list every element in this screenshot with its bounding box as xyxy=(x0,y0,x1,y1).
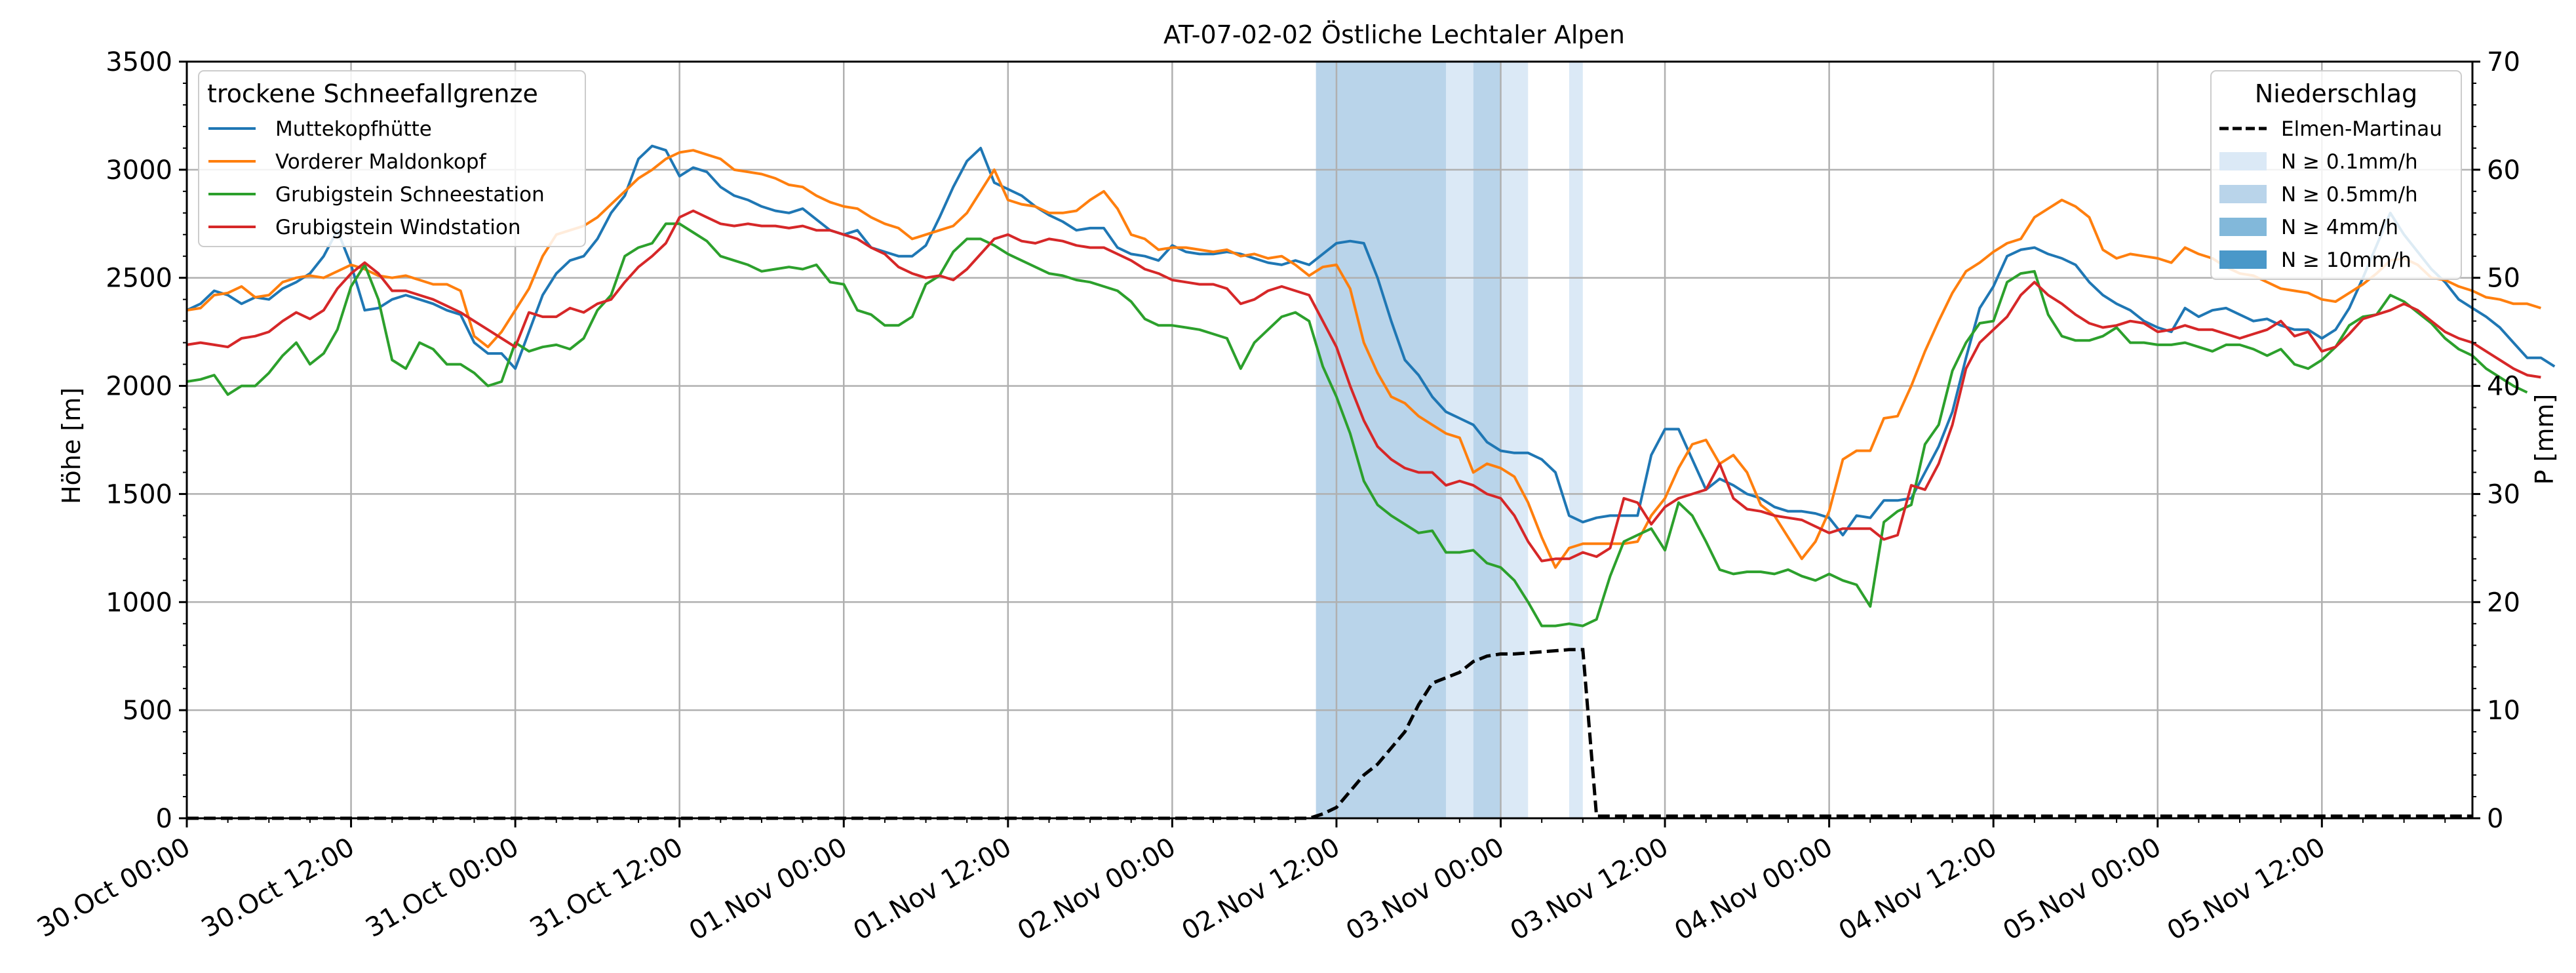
precipitation-bands xyxy=(1316,62,1583,818)
y-axis-label-right: P [mm] xyxy=(2530,394,2559,485)
y-right-tick-label-7: 70 xyxy=(2487,47,2520,77)
legend-intensity-swatch-1 xyxy=(2219,185,2267,203)
x-tick-label-2: 31.Oct 00:00 xyxy=(361,832,524,943)
x-tick-label-3: 31.Oct 12:00 xyxy=(525,832,688,943)
series-line-4 xyxy=(186,209,2541,563)
y-right-tick-label-0: 0 xyxy=(2487,804,2503,834)
legend-intensity-swatch-3 xyxy=(2219,250,2267,269)
y-right-tick-label-6: 60 xyxy=(2487,155,2520,186)
x-tick-label-5: 01.Nov 12:00 xyxy=(848,832,1017,947)
y-tick-label-5: 2500 xyxy=(106,264,172,294)
y-right-tick-label-2: 20 xyxy=(2487,587,2520,618)
legend-snowline-box xyxy=(198,70,586,247)
y-right-tick-label-5: 50 xyxy=(2487,264,2520,294)
precip-band-1 xyxy=(1329,62,1446,818)
legend-snowline: trockene Schneefallgrenze Muttekopfhütte… xyxy=(198,70,586,247)
legend-precipitation-title: Niederschlag xyxy=(2255,79,2417,108)
precip-band-4 xyxy=(1500,62,1529,818)
chart-title: AT-07-02-02 Östliche Lechtaler Alpen xyxy=(1163,20,1625,49)
y-tick-label-0: 0 xyxy=(156,804,172,834)
legend-label-4: Grubigstein Windstation xyxy=(275,216,520,239)
y-right-tick-label-4: 40 xyxy=(2487,372,2520,402)
legend-intensity-label-3: N ≥ 10mm/h xyxy=(2281,248,2411,272)
plot-frame xyxy=(185,60,2474,820)
legend-intensity-swatch-0 xyxy=(2219,152,2267,170)
legend-precipitation-box xyxy=(2210,70,2462,280)
x-tick-label-1: 30.Oct 12:00 xyxy=(197,832,360,943)
legend-intensity-label-0: N ≥ 0.1mm/h xyxy=(2281,150,2418,174)
legend-precip-line-label: Elmen-Martinau xyxy=(2281,117,2442,141)
precip-band-5 xyxy=(1569,62,1583,818)
x-tick-label-6: 02.Nov 00:00 xyxy=(1013,832,1181,947)
y-tick-label-4: 2000 xyxy=(106,372,172,402)
x-tick-label-0: 30.Oct 00:00 xyxy=(32,832,195,943)
precip-line xyxy=(187,648,2472,820)
x-tick-label-13: 05.Nov 12:00 xyxy=(2162,832,2331,947)
x-tick-label-8: 03.Nov 00:00 xyxy=(1341,832,1510,947)
x-tick-label-11: 04.Nov 12:00 xyxy=(1834,832,2002,947)
series-line-1 xyxy=(186,144,2556,537)
x-tick-label-4: 01.Nov 00:00 xyxy=(684,832,853,947)
y-tick-label-7: 3500 xyxy=(106,47,172,77)
precip-band-0 xyxy=(1316,62,1330,818)
y-right-tick-label-1: 10 xyxy=(2487,696,2520,726)
series-line-3 xyxy=(186,222,2528,627)
x-tick-label-12: 05.Nov 00:00 xyxy=(1998,832,2166,947)
legend-label-2: Vorderer Maldonkopf xyxy=(275,150,487,174)
legend-intensity-label-1: N ≥ 0.5mm/h xyxy=(2281,183,2418,207)
legend-snowline-title: trockene Schneefallgrenze xyxy=(207,79,538,108)
x-tick-label-10: 04.Nov 00:00 xyxy=(1669,832,1838,947)
x-tick-label-7: 02.Nov 12:00 xyxy=(1177,832,1345,947)
y-tick-label-6: 3000 xyxy=(106,155,172,186)
y-right-tick-label-3: 30 xyxy=(2487,479,2520,509)
legend-precipitation: Niederschlag Elmen-Martinau N ≥ 0.1mm/h N … xyxy=(2210,70,2462,280)
x-tick-label-9: 03.Nov 12:00 xyxy=(1506,832,1674,947)
y-tick-label-3: 1500 xyxy=(106,479,172,509)
legend-intensity-label-2: N ≥ 4mm/h xyxy=(2281,216,2398,239)
legend-label-3: Grubigstein Schneestation xyxy=(275,183,545,207)
precip-band-3 xyxy=(1473,62,1501,818)
y-axis-label: Höhe [m] xyxy=(57,387,86,504)
y-tick-label-2: 1000 xyxy=(106,587,172,618)
y-tick-label-1: 500 xyxy=(123,696,172,726)
legend-intensity-swatch-2 xyxy=(2219,218,2267,236)
legend-label-1: Muttekopfhütte xyxy=(275,117,432,141)
